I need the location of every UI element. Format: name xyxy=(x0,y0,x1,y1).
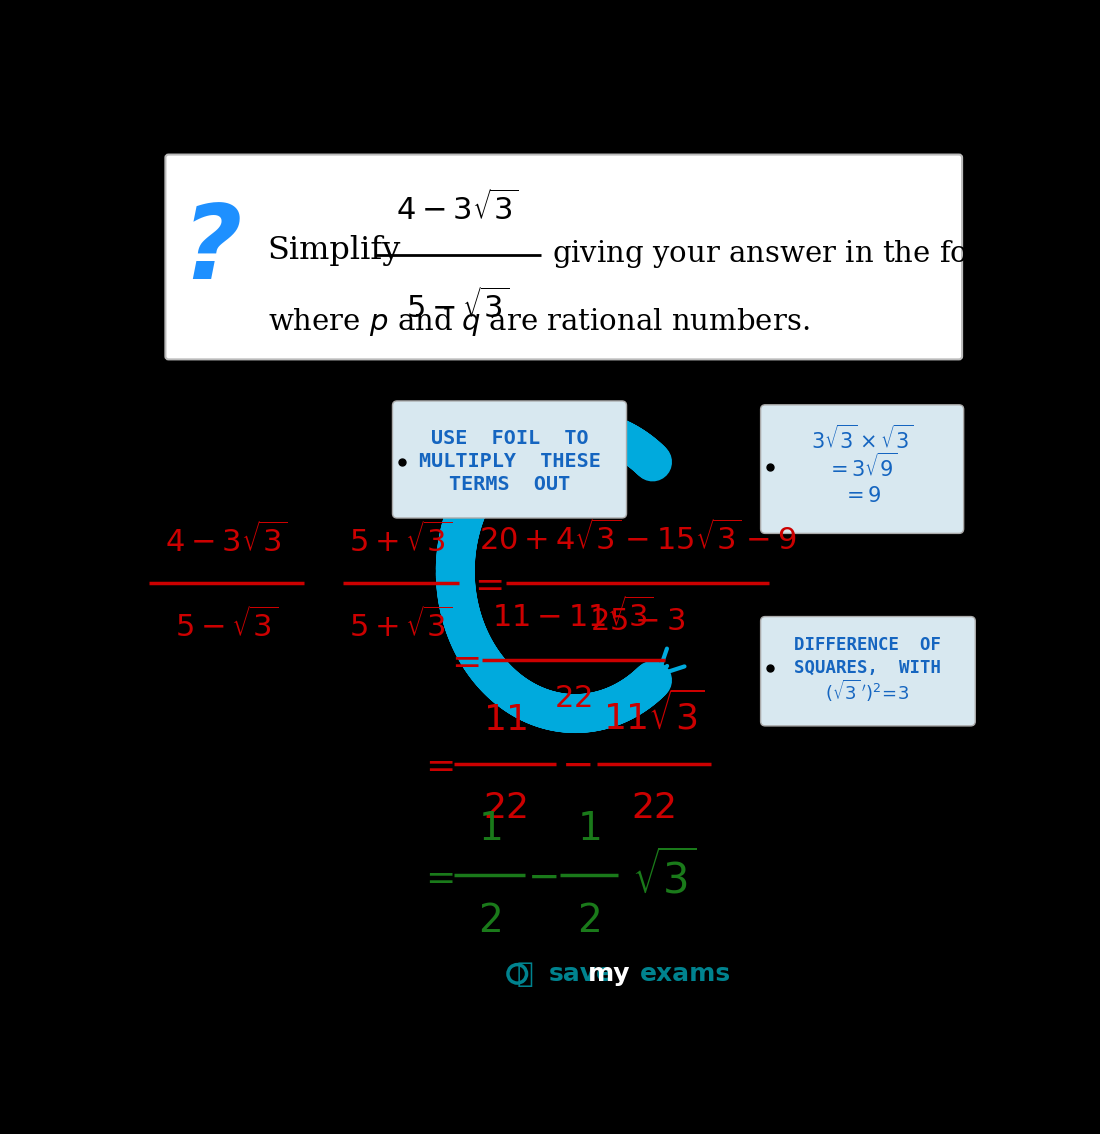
Text: $(\sqrt{3}\,')^2\!=\!3$: $(\sqrt{3}\,')^2\!=\!3$ xyxy=(825,678,910,704)
Text: $4-3\sqrt{3}$: $4-3\sqrt{3}$ xyxy=(165,522,288,558)
Text: $1$: $1$ xyxy=(576,811,601,848)
Text: $5 - \sqrt{3}$: $5 - \sqrt{3}$ xyxy=(406,288,509,324)
Text: $20+4\sqrt{3}-15\sqrt{3}-9$: $20+4\sqrt{3}-15\sqrt{3}-9$ xyxy=(478,519,796,556)
Text: $22$: $22$ xyxy=(631,790,675,824)
FancyBboxPatch shape xyxy=(760,405,964,533)
Text: ?: ? xyxy=(180,200,241,301)
FancyBboxPatch shape xyxy=(393,401,627,518)
Text: $-$: $-$ xyxy=(561,746,592,785)
Text: $=$: $=$ xyxy=(466,567,503,601)
Text: MULTIPLY  THESE: MULTIPLY THESE xyxy=(419,452,601,472)
Text: $=$: $=$ xyxy=(418,748,453,782)
Text: $11-11\sqrt{3}$: $11-11\sqrt{3}$ xyxy=(493,596,653,633)
Text: $1$: $1$ xyxy=(477,811,500,848)
Text: my: my xyxy=(587,962,630,985)
Text: Simplify: Simplify xyxy=(267,235,402,265)
Text: exams: exams xyxy=(640,962,730,985)
Text: $25-3$: $25-3$ xyxy=(590,608,685,636)
Text: save: save xyxy=(548,962,614,985)
Text: giving your answer in the form $p + q\sqrt{3},$: giving your answer in the form $p + q\sq… xyxy=(552,229,1100,271)
Text: where $p$ and $q$ are rational numbers.: where $p$ and $q$ are rational numbers. xyxy=(267,306,810,338)
Text: $-$: $-$ xyxy=(527,857,558,896)
Text: $= 9$: $= 9$ xyxy=(843,486,882,507)
Text: SQUARES,  WITH: SQUARES, WITH xyxy=(794,659,942,677)
Text: 🔄: 🔄 xyxy=(517,959,534,988)
Text: $2$: $2$ xyxy=(477,903,500,940)
Text: $2$: $2$ xyxy=(578,903,600,940)
FancyBboxPatch shape xyxy=(760,617,976,726)
Text: USE  FOIL  TO: USE FOIL TO xyxy=(431,429,588,448)
Text: $11\sqrt{3}$: $11\sqrt{3}$ xyxy=(603,692,704,737)
Text: $3\sqrt{3}\times\sqrt{3}$: $3\sqrt{3}\times\sqrt{3}$ xyxy=(811,424,913,452)
FancyBboxPatch shape xyxy=(165,154,962,359)
Text: TERMS  OUT: TERMS OUT xyxy=(449,475,570,494)
Text: $=3\sqrt{9}$: $=3\sqrt{9}$ xyxy=(826,452,898,481)
Text: $11$: $11$ xyxy=(483,703,527,737)
Text: $\sqrt{3}$: $\sqrt{3}$ xyxy=(631,850,696,903)
Text: $=$: $=$ xyxy=(418,860,453,894)
Text: $=$: $=$ xyxy=(443,644,480,678)
Text: DIFFERENCE  OF: DIFFERENCE OF xyxy=(794,636,942,654)
Text: $5+\sqrt{3}$: $5+\sqrt{3}$ xyxy=(350,522,452,558)
Text: $5-\sqrt{3}$: $5-\sqrt{3}$ xyxy=(175,608,278,643)
Text: $5+\sqrt{3}$: $5+\sqrt{3}$ xyxy=(350,608,452,643)
Text: $22$: $22$ xyxy=(483,790,527,824)
Text: $22$: $22$ xyxy=(554,684,592,713)
Text: $4 - 3\sqrt{3}$: $4 - 3\sqrt{3}$ xyxy=(396,191,519,227)
Text: $\times$: $\times$ xyxy=(314,569,337,599)
